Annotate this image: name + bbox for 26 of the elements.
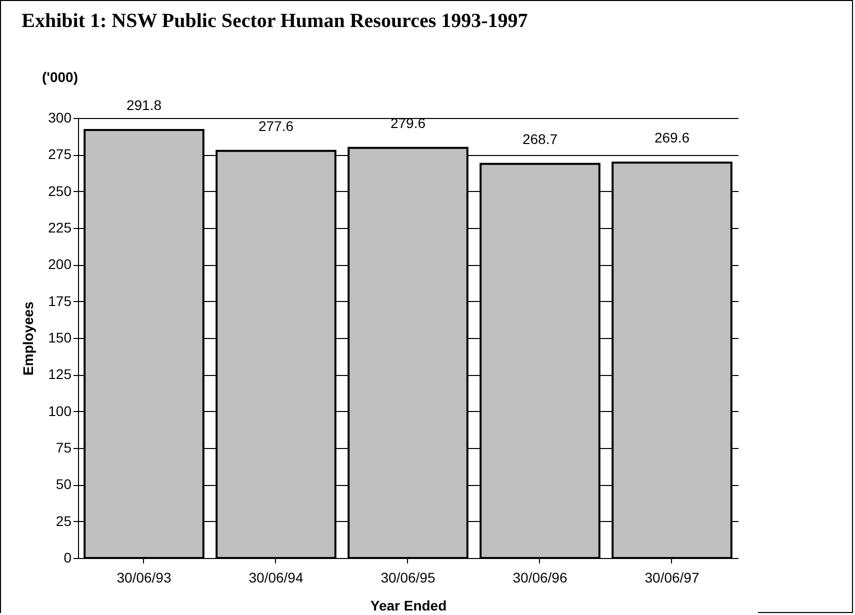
y-tick-label: 25 [56,512,72,529]
y-tick-label: 150 [48,330,72,346]
y-tick-label: 250 [48,182,72,199]
y-tick-label: 225 [48,220,72,236]
data-label: 291.8 [126,97,162,114]
y-tick-label: 125 [48,366,72,382]
x-tick-label: 30/06/95 [380,570,436,586]
data-label: 269.6 [654,130,690,146]
y-tick-label: 300 [48,110,72,126]
y-tick-label: 200 [48,256,72,272]
y-tick-label: 0 [64,550,72,566]
x-tick-label: 30/06/96 [512,570,568,586]
x-axis-title: Year Ended [370,598,447,614]
x-tick-label: 30/06/97 [644,570,700,586]
data-label: 277.6 [258,118,294,134]
y-tick-label: 275 [48,146,72,162]
y-axis-title: Employees [20,301,36,376]
chart-title: Exhibit 1: NSW Public Sector Human Resources 1993-1997 [22,10,528,32]
data-label: 268.7 [522,130,558,147]
x-tick-label: 30/06/94 [248,570,304,586]
y-tick-label: 175 [48,292,72,309]
y-tick-label: 75 [56,440,72,456]
x-tick-label: 30/06/93 [116,570,172,586]
text: ('000) [42,69,78,85]
y-tick-label: 100 [48,402,72,419]
y-tick-label: 50 [56,476,72,492]
